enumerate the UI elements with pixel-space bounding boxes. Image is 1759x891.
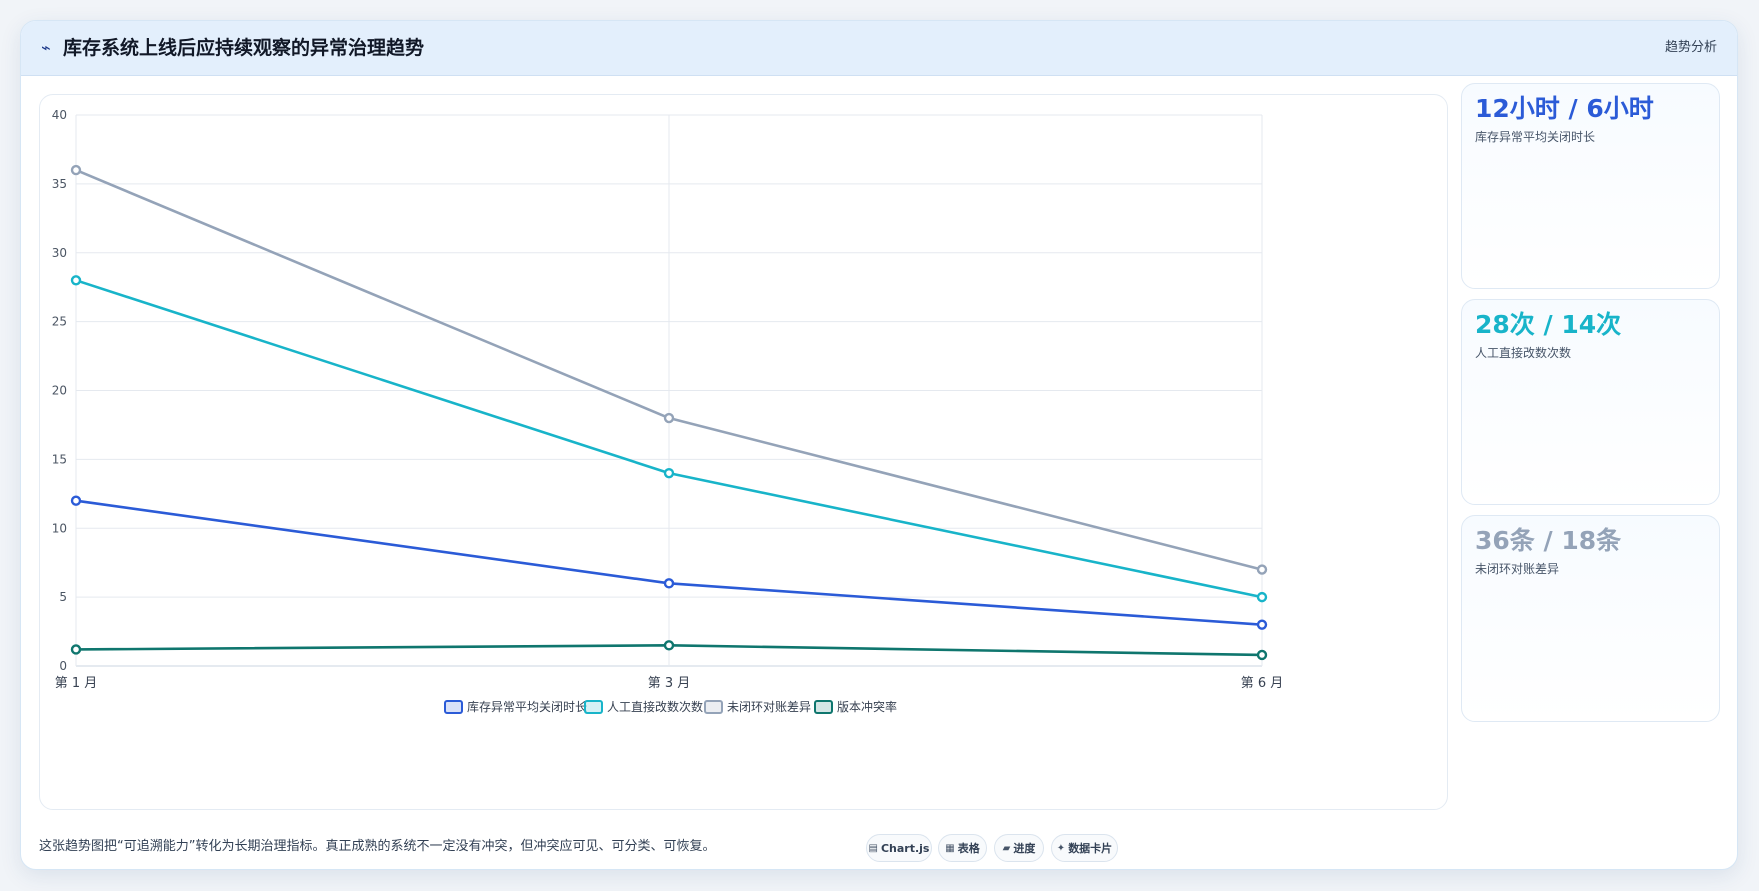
data-point [663,640,675,651]
pill-table[interactable]: ▦ 表格 [938,834,987,862]
header-tag: 趋势分析 [1664,40,1717,55]
pill-label: Chart.js [880,841,930,855]
chart-panel: 0 5 10 15 20 25 30 35 40 第 1 月 第 3 月 第 6 月库存异常平均关闭时… [39,94,1448,810]
pill-data-cards[interactable]: ✦ 数据卡片 [1051,834,1118,862]
data-point [1256,649,1268,661]
chart-line-icon: ⌁ [41,38,51,57]
data-point [663,578,675,589]
legend-label: 未闭环对账差异 [727,700,811,714]
data-point [70,495,82,506]
data-point [70,275,82,286]
data-point [70,164,82,176]
sparkle-icon: ✦ [1056,842,1066,854]
y-tick-label: 40 [52,108,67,122]
kpi-value: 36条 / 18条 [1475,526,1622,555]
kpi-card-close-time: 12小时 / 6小时 库存异常平均关闭时长 [1461,83,1720,289]
x-tick-label: 第 1 月 [55,676,98,691]
y-tick-label: 5 [59,590,67,604]
data-point [1256,619,1268,630]
y-tick-label: 20 [52,384,67,398]
legend-swatch [704,700,723,714]
legend-swatch [584,700,603,714]
line-chart: 0 5 10 15 20 25 30 35 40 第 1 月 第 3 月 第 6 月库存异常平均关闭时… [52,108,1284,714]
y-tick-label: 10 [52,521,67,535]
data-point [70,644,82,655]
data-point [1256,591,1268,603]
kpi-card-reconciliation: 36条 / 18条 未闭环对账差异 [1461,515,1720,722]
table-icon: ▦ [945,842,955,854]
x-tick-label: 第 6 月 [1241,676,1284,691]
legend-label: 版本冲突率 [837,699,897,714]
y-tick-label: 15 [52,452,67,466]
data-point [1256,564,1268,575]
trend-card: ⌁ 库存系统上线后应持续观察的异常治理趋势 趋势分析 0 5 10 15 20 25 30 3… [20,20,1738,870]
progress-icon: ▰ [1002,842,1011,854]
x-tick-label: 第 3 月 [648,676,691,691]
data-point [663,412,675,424]
kpi-value: 12小时 / 6小时 [1475,94,1654,123]
pill-label: 表格 [957,842,980,855]
kpi-card-manual-edits: 28次 / 14次 人工直接改数次数 [1461,299,1720,505]
kpi-label: 库存异常平均关闭时长 [1475,130,1596,144]
kpi-value: 28次 / 14次 [1475,310,1622,339]
y-tick-label: 25 [52,315,67,329]
pill-label: 进度 [1013,842,1036,855]
legend-label: 库存异常平均关闭时长 [467,699,587,714]
y-tick-label: 0 [59,659,67,673]
chart-icon: ▤ [868,842,878,854]
y-tick-label: 30 [52,246,67,260]
card-header: ⌁ 库存系统上线后应持续观察的异常治理趋势 趋势分析 [21,21,1737,76]
pill-progress[interactable]: ▰ 进度 [994,834,1044,862]
legend-swatch [444,700,463,714]
kpi-label: 未闭环对账差异 [1475,562,1560,576]
legend-label: 人工直接改数次数 [607,699,703,714]
kpi-label: 人工直接改数次数 [1475,346,1572,360]
legend-swatch [814,700,833,714]
pill-label: 数据卡片 [1068,842,1113,855]
footer-note: 这张趋势图把“可追溯能力”转化为长期治理指标。真正成熟的系统不一定没有冲突，但冲… [39,839,716,854]
data-point [663,467,675,479]
page-title: 库存系统上线后应持续观察的异常治理趋势 [63,37,425,59]
pill-chartjs[interactable]: ▤ Chart.js [866,834,932,862]
y-tick-label: 35 [52,177,67,191]
